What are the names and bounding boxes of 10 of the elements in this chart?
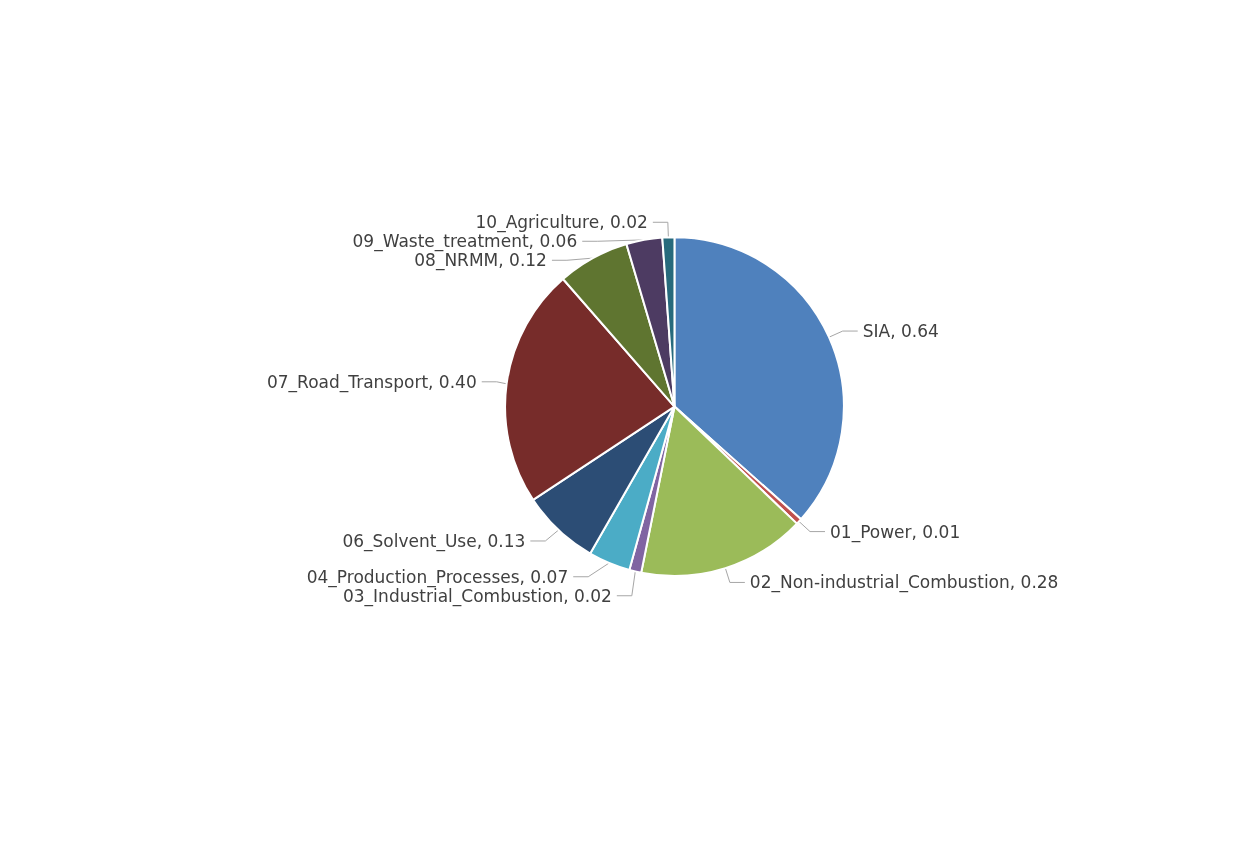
slice-label: 01_Power, 0.01 bbox=[830, 521, 961, 543]
slice-label: 10_Agriculture, 0.02 bbox=[475, 212, 648, 234]
slice-label: 06_Solvent_Use, 0.13 bbox=[342, 530, 526, 552]
slice-label: 02_Non-industrial_Combustion, 0.28 bbox=[749, 572, 1059, 594]
slice-label: 07_Road_Transport, 0.40 bbox=[266, 371, 477, 393]
slice-label: 09_Waste_treatment, 0.06 bbox=[352, 231, 578, 253]
slice-label: 08_NRMM, 0.12 bbox=[414, 250, 547, 272]
slice-label: 03_Industrial_Combustion, 0.02 bbox=[342, 585, 612, 607]
slice-label: 04_Production_Processes, 0.07 bbox=[306, 566, 569, 588]
slice-label: SIA, 0.64 bbox=[862, 321, 939, 342]
